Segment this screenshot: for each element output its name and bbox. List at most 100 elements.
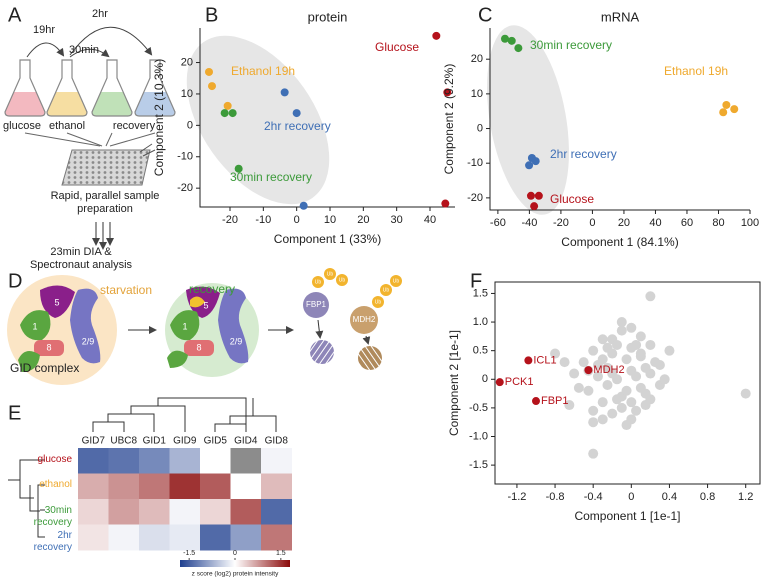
data-point [640,388,651,399]
series-label: 30min recovery [230,170,312,184]
workflow-drawing [4,26,176,250]
y-axis-label: Component 2 [1e-1] [447,330,461,436]
series-label: Glucose [550,192,594,206]
heatmap-cell [230,524,262,551]
data-point [531,157,540,166]
ub-label: Ub [327,271,334,277]
data-point [654,359,665,370]
heatmap-cell [261,524,292,551]
x-tick-label: -1.2 [507,491,526,503]
time-label: 19hr [33,24,55,36]
point-label: ICL1 [533,354,556,366]
data-point [612,339,623,350]
data-point [616,325,627,336]
heatmap-cell [200,473,231,500]
heatmap-cell [108,499,140,525]
y-tick-label: 10 [471,88,483,100]
heatmap-cell [108,524,140,551]
state-label: starvation [100,283,152,297]
heatmap-cell [200,448,231,474]
data-point [588,417,599,428]
colorbar-tick-label: -1.5 [183,550,195,557]
y-tick-label: 1.0 [473,316,488,328]
heatmap-cell [78,473,109,500]
panel-label: F [470,270,482,292]
x-tick-label: 0.8 [700,491,715,503]
heatmap-cell [139,473,170,500]
x-tick-label: 0 [628,491,634,503]
data-point [220,109,229,118]
series-label: Glucose [375,40,419,54]
heatmap-cell [169,524,201,551]
point-label: FBP1 [541,395,569,407]
heatmap-cell [78,499,109,525]
column-label: GID1 [143,436,167,447]
data-point [441,199,450,208]
data-point [597,414,608,425]
data-point [534,191,543,200]
column-label: GID7 [82,436,106,447]
data-point [626,322,637,333]
chart-title: protein [308,9,348,24]
y-tick-label: -20 [467,192,483,204]
x-tick-label: 0 [589,217,595,229]
data-point [592,371,603,382]
heatmap-cell [78,448,109,474]
y-tick-label: 10 [181,88,193,100]
y-tick-label: 0 [477,122,483,134]
data-point [602,380,613,391]
data-point [621,354,632,365]
y-tick-label: -10 [177,151,193,163]
data-point [495,378,504,387]
substrate-label: FBP1 [306,300,327,309]
axes-frame [494,281,761,485]
column-label: GID5 [204,436,228,447]
column-label: GID4 [234,436,258,447]
data-point [607,368,618,379]
panel-label: A [8,4,22,26]
state-label: recovery [189,282,235,296]
series-label: 30min recovery [530,38,612,52]
y-tick-label: 1.5 [473,287,488,299]
data-point [645,339,656,350]
data-point [208,82,216,91]
y-tick-label: 20 [181,56,193,68]
data-point [530,202,539,211]
data-point [592,359,603,370]
data-point [588,405,599,416]
x-tick-label: 80 [712,217,724,229]
data-point [432,31,441,40]
panel-label: C [478,4,492,26]
data-point [635,348,646,359]
data-point [626,397,637,408]
x-tick-label: -40 [521,217,537,229]
heatmap-cell [169,499,201,525]
x-tick-label: -0.8 [546,491,565,503]
point-label: MDH2 [593,364,624,376]
subunit-label: 1 [32,321,37,331]
row-label: 2hr recovery [33,530,72,554]
x-tick-label: 40 [424,214,436,226]
data-point [526,191,535,200]
flask-label: glucose [3,120,41,132]
subunit-label: 5 [203,300,208,310]
heatmap-cell [261,499,292,525]
y-tick-label: 0 [482,373,488,385]
heatmap-cell [230,473,262,500]
panel-label: B [205,4,218,26]
data-point [500,34,509,43]
data-point [205,67,213,76]
y-tick-label: -1.0 [469,430,488,442]
time-label: 30min [69,44,99,56]
data-point [607,408,618,419]
ub-label: Ub [315,279,322,285]
data-point [597,334,608,345]
data-point [612,394,623,405]
x-tick-label: -60 [490,217,506,229]
heatmap-cell [169,448,201,474]
subunit-label: 8 [196,342,201,352]
x-tick-label: 60 [681,217,693,229]
x-tick-label: 1.2 [738,491,753,503]
subunit-label: 2/9 [230,336,243,346]
